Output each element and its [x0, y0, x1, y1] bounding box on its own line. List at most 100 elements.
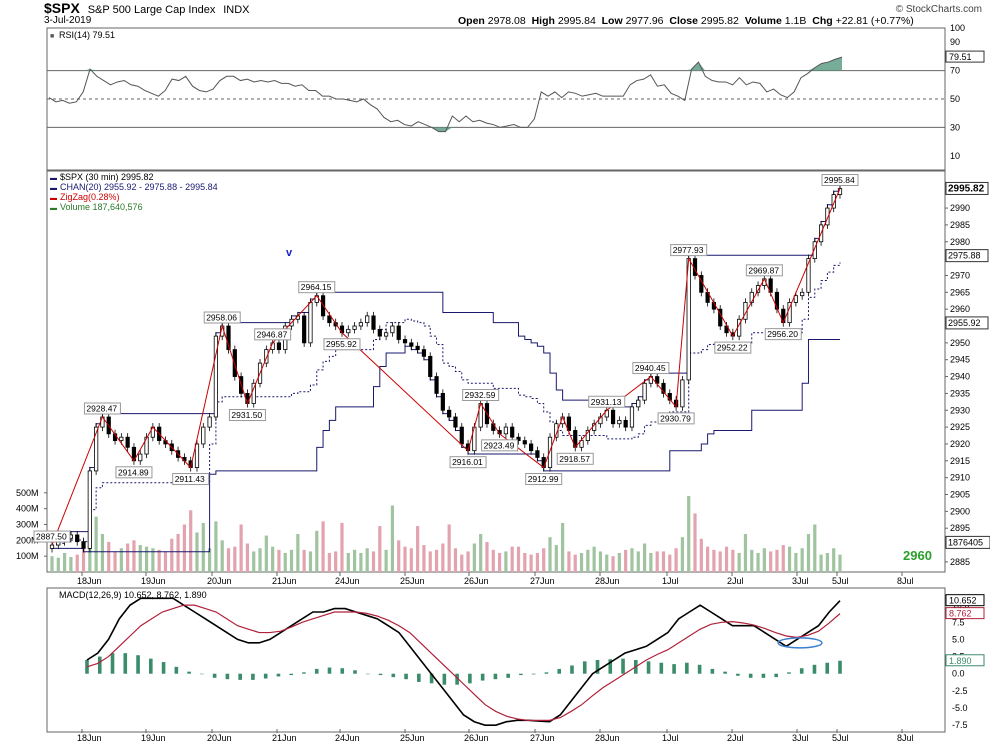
annotation-box: [254, 328, 292, 341]
volume-bar: [693, 513, 697, 572]
rsi-tick-label: 100: [950, 23, 965, 33]
close-value: 2995.82: [700, 15, 739, 27]
volume-bar: [624, 549, 628, 572]
macd-right-label: 8.762: [949, 609, 972, 619]
macd-histogram-bar: [187, 671, 191, 674]
volume-bar: [403, 546, 407, 572]
x-tick-label: 19Jun: [141, 733, 166, 743]
macd-histogram-bar: [582, 661, 587, 674]
rsi-tick-label: 50: [950, 94, 960, 104]
candle-body: [680, 379, 685, 408]
volume-bar: [107, 541, 111, 572]
volume-bar: [346, 553, 350, 572]
candle-body: [409, 342, 414, 347]
annotation-label: 2977.93: [673, 245, 704, 255]
macd-signal-line: [86, 604, 841, 721]
macd-histogram-bar: [238, 673, 242, 680]
rsi-line: [48, 56, 843, 133]
macd-histogram-bar: [365, 673, 370, 675]
candle-body: [138, 453, 143, 462]
channel-lower: [52, 338, 840, 553]
volume-bar: [63, 553, 67, 572]
macd-histogram-bar: [506, 673, 510, 678]
macd-histogram-bar: [340, 668, 345, 674]
annotation-label: 2914.89: [118, 467, 149, 477]
candle-body: [617, 419, 622, 425]
candle-body: [774, 291, 780, 310]
price-tick-label: 2935: [950, 388, 970, 398]
volume-bar: [561, 522, 565, 572]
volume-label: Volume: [744, 15, 782, 27]
macd-histogram-bar: [736, 673, 740, 676]
volume-bar: [75, 554, 79, 572]
macd-histogram-bar: [812, 664, 817, 674]
volume-bar: [832, 548, 836, 572]
volume-bar: [800, 548, 804, 572]
macd-tick-label: 0.0: [952, 669, 965, 679]
macd-legend: MACD(12,26,9) 10.652, 8.762, 1.890: [59, 590, 207, 600]
volume-bar: [245, 543, 250, 572]
annotation-label: 2946.87: [257, 329, 288, 339]
volume-bar: [819, 554, 823, 572]
volume-bar: [327, 553, 331, 572]
volume-right-label: 1876405: [948, 537, 983, 547]
volume-bar: [687, 496, 691, 572]
volume-bar: [384, 549, 388, 572]
annotation-label: 2956.20: [767, 329, 798, 339]
candle-body: [371, 315, 376, 330]
volume-bar: [447, 524, 451, 572]
price-right-label: 2995.82: [948, 183, 985, 194]
macd-histogram-bar: [468, 673, 472, 684]
macd-histogram-bar: [672, 664, 676, 674]
candle-body: [302, 315, 307, 344]
candle-body: [636, 399, 641, 408]
open-label: Open: [458, 15, 485, 27]
candle-body: [585, 430, 590, 441]
chart-title: $SPX S&P 500 Large Cap Index INDX: [44, 0, 250, 16]
zigzag-annotation: 2955.92: [323, 338, 361, 351]
candle-body: [831, 194, 836, 209]
volume-bar: [119, 548, 123, 572]
volume-bar: [208, 548, 212, 572]
annotation-box: [714, 341, 752, 354]
x-tick-label: 21Jun: [272, 733, 297, 743]
candle-body: [459, 426, 464, 445]
price-legend-item: Volume 187,640,576: [60, 202, 143, 212]
annotation-label: 2964.15: [301, 282, 332, 292]
index-name: S&P 500 Large Cap Index: [87, 4, 216, 16]
macd-tick-label: -5.0: [952, 703, 968, 713]
candle-body: [610, 409, 616, 425]
macd-histogram-bar: [774, 673, 778, 678]
macd-histogram-bar: [646, 661, 651, 674]
annotation-box: [670, 244, 708, 257]
macd-histogram-bar: [161, 662, 166, 674]
candle-body: [402, 339, 408, 344]
x-tick-label: 2Jul: [727, 733, 744, 743]
volume-bar: [113, 551, 117, 572]
price-right-box: [945, 316, 989, 330]
volume-bar: [548, 537, 552, 572]
zigzag-annotation: 2977.93: [670, 244, 708, 257]
annotation-box: [745, 264, 783, 277]
candle-body: [440, 393, 445, 411]
volume-bar: [252, 551, 256, 572]
macd-histogram-bar: [391, 673, 396, 678]
exchange: INDX: [223, 4, 250, 16]
candle-body: [800, 291, 805, 297]
volume-bar: [428, 551, 432, 572]
macd-histogram-bar: [697, 664, 702, 674]
price-tick-label: 2925: [950, 422, 970, 432]
panel-frame-2: [46, 170, 946, 573]
candle-body: [516, 436, 521, 441]
macd-histogram-bar: [289, 673, 294, 676]
price-tick-label: 2910: [950, 473, 970, 483]
brand-link[interactable]: © StockCharts.com: [895, 4, 982, 15]
volume-bar: [170, 538, 174, 572]
price-legend-item: $SPX (30 min) 2995.82: [60, 172, 154, 182]
annotation-box: [481, 439, 519, 452]
volume-bar: [743, 534, 748, 572]
x-tick-label: 1Jul: [662, 733, 679, 743]
macd-histogram-bar: [519, 673, 523, 676]
macd-tick-label: 5.0: [952, 634, 965, 644]
